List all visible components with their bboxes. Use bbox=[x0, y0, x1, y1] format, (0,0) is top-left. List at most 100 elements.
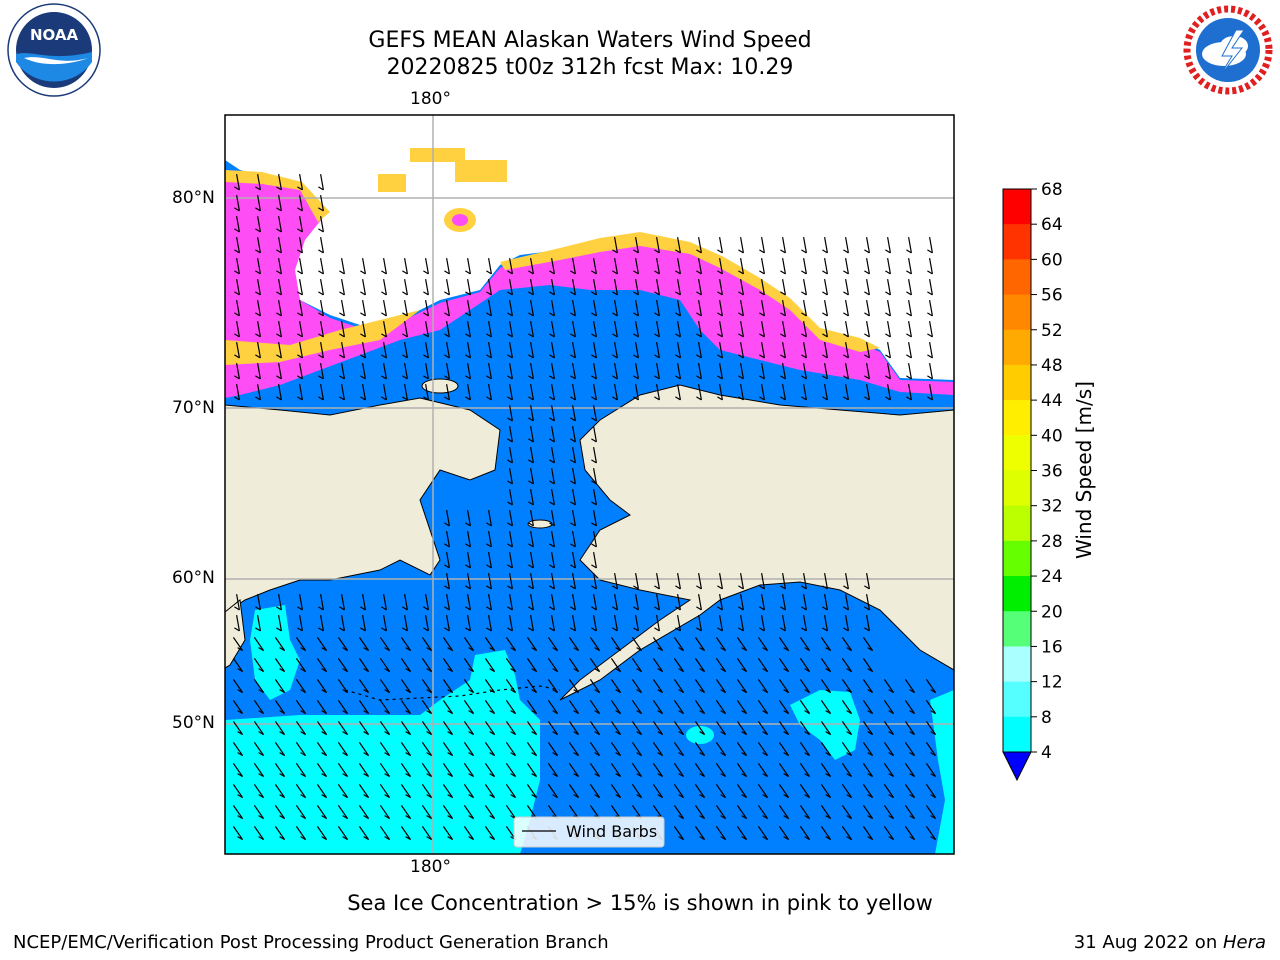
footer-date-text: 31 Aug 2022 on bbox=[1073, 932, 1223, 953]
wind-barb-flag bbox=[237, 668, 243, 673]
wind-barb-flag bbox=[549, 543, 555, 548]
wind-barb bbox=[530, 425, 534, 443]
wind-barb-flag bbox=[822, 606, 828, 611]
wind-barb-flag bbox=[402, 375, 408, 380]
wind-barb bbox=[866, 572, 870, 590]
wind-barb bbox=[257, 299, 261, 317]
wind-barb bbox=[610, 637, 622, 651]
wind-barb bbox=[337, 721, 349, 735]
wind-barb bbox=[782, 257, 786, 275]
wind-barb bbox=[782, 278, 786, 296]
wind-barb-flag bbox=[570, 375, 576, 380]
wind-barb bbox=[925, 805, 937, 819]
wind-barb-flag bbox=[570, 396, 576, 401]
wind-barb bbox=[799, 742, 811, 756]
wind-barb bbox=[841, 826, 853, 840]
wind-barb-flag bbox=[402, 354, 408, 359]
wind-barb bbox=[883, 721, 895, 735]
wind-barb-flag bbox=[510, 794, 516, 799]
wind-barb bbox=[572, 446, 576, 464]
wind-barb-flag bbox=[783, 668, 789, 673]
wind-barb bbox=[820, 742, 832, 756]
wind-barb bbox=[383, 320, 387, 338]
wind-barb-flag bbox=[864, 270, 870, 275]
wind-barb-flag bbox=[675, 606, 681, 611]
wind-barb-flag bbox=[633, 606, 639, 611]
wind-barb bbox=[572, 488, 576, 506]
colorbar-tick-label: 64 bbox=[1041, 215, 1063, 235]
wind-barb-flag bbox=[447, 836, 453, 841]
wind-barb-flag bbox=[738, 627, 744, 632]
wind-barb-flag bbox=[699, 836, 705, 841]
wind-barb bbox=[547, 637, 559, 651]
wind-barb bbox=[614, 572, 618, 590]
wind-barb bbox=[904, 805, 916, 819]
wind-barb-flag bbox=[822, 627, 828, 632]
wind-barb bbox=[530, 446, 534, 464]
wind-barb-flag bbox=[717, 354, 723, 359]
wind-barb-flag bbox=[237, 731, 243, 736]
wind-barb-flag bbox=[825, 668, 831, 673]
wind-barb bbox=[236, 236, 240, 254]
wind-barb bbox=[740, 278, 744, 296]
wind-barb-flag bbox=[762, 836, 768, 841]
wind-barb-flag bbox=[633, 291, 639, 296]
wind-barb bbox=[845, 278, 849, 296]
wind-barb-flag bbox=[423, 606, 429, 611]
wind-barb-flag bbox=[510, 668, 516, 673]
wind-barb-flag bbox=[486, 585, 492, 590]
wind-barb-flag bbox=[237, 836, 243, 841]
wind-barb bbox=[383, 362, 387, 380]
wind-barb bbox=[593, 446, 597, 464]
wind-barb bbox=[362, 299, 366, 317]
wind-barb bbox=[820, 721, 832, 735]
wind-barb-flag bbox=[612, 627, 618, 632]
wind-barb bbox=[719, 614, 723, 632]
wind-barb-flag bbox=[930, 773, 936, 778]
wind-barb-flag bbox=[927, 333, 933, 338]
wind-barb-flag bbox=[318, 396, 324, 401]
wind-barb-flag bbox=[447, 752, 453, 757]
wind-barb-flag bbox=[507, 438, 513, 443]
colorbar-swatch bbox=[1003, 646, 1031, 683]
wind-barb bbox=[589, 742, 601, 756]
wind-barb bbox=[253, 805, 265, 819]
wind-barb-flag bbox=[363, 815, 369, 820]
wind-barb bbox=[715, 826, 727, 840]
wind-barb-flag bbox=[885, 354, 891, 359]
wind-barb bbox=[530, 572, 534, 590]
wind-barb-flag bbox=[804, 668, 810, 673]
wind-barb-flag bbox=[300, 773, 306, 778]
wind-barb bbox=[929, 236, 933, 254]
wind-barb bbox=[547, 742, 559, 756]
wind-barb bbox=[761, 614, 765, 632]
wind-barb bbox=[593, 425, 597, 443]
wind-barb-flag bbox=[528, 396, 534, 401]
wind-barb-flag bbox=[885, 396, 891, 401]
wind-barb bbox=[383, 257, 387, 275]
wind-barb-flag bbox=[552, 710, 558, 715]
wind-barb bbox=[551, 614, 555, 632]
wind-barb-flag bbox=[465, 543, 471, 548]
wind-barb-flag bbox=[570, 333, 576, 338]
wind-barb bbox=[593, 614, 597, 632]
wind-barb-flag bbox=[699, 815, 705, 820]
wind-barb-flag bbox=[489, 731, 495, 736]
wrangel-island bbox=[421, 378, 459, 394]
wind-barb bbox=[908, 257, 912, 275]
lat-label-50n: 50°N bbox=[172, 713, 215, 733]
wind-barb-flag bbox=[300, 752, 306, 757]
wind-barb bbox=[379, 637, 391, 651]
wind-barb-flag bbox=[864, 333, 870, 338]
wind-barb-flag bbox=[381, 312, 387, 317]
colorbar-tick-label: 8 bbox=[1041, 708, 1052, 728]
wind-barb bbox=[299, 320, 303, 338]
wind-barb-flag bbox=[468, 710, 474, 715]
wind-barb-flag bbox=[234, 354, 240, 359]
wind-barb bbox=[694, 700, 706, 714]
wind-barb-flag bbox=[759, 249, 765, 254]
wind-barb-flag bbox=[447, 731, 453, 736]
wind-barb bbox=[299, 215, 303, 233]
colorbar-tick-label: 40 bbox=[1041, 426, 1063, 446]
